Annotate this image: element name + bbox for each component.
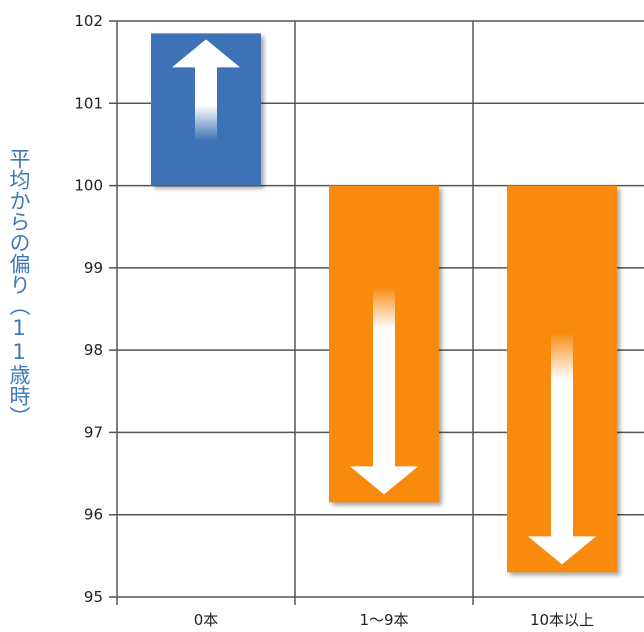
- arrow-down-icon: [349, 286, 419, 495]
- y-tick-label: 101: [74, 94, 103, 112]
- y-tick-label: 98: [84, 341, 103, 359]
- arrow-up-icon: [171, 39, 241, 141]
- x-category-label: 0本: [194, 611, 219, 629]
- y-tick-label: 96: [84, 506, 103, 524]
- y-tick-label: 95: [84, 588, 103, 606]
- y-tick-label: 102: [74, 12, 103, 30]
- y-tick-label: 100: [74, 177, 103, 195]
- y-axis-label: 平均からの偏り（11歳時）: [7, 148, 31, 427]
- y-tick-label: 99: [84, 259, 103, 277]
- y-tick-label: 97: [84, 423, 103, 441]
- arrow-down-icon: [527, 332, 597, 565]
- x-category-label: 1～9本: [359, 611, 408, 629]
- x-category-label: 10本以上: [530, 611, 594, 629]
